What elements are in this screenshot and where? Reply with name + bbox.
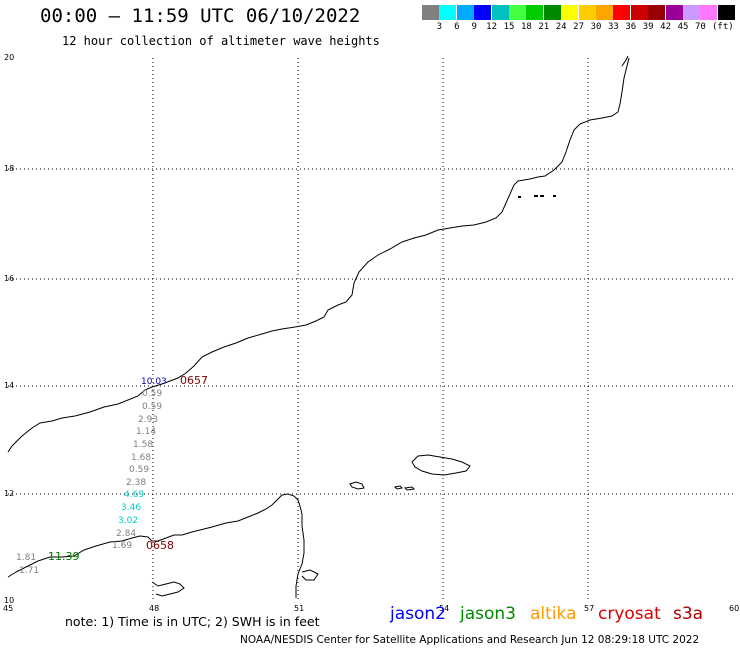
gulf-inlet (301, 569, 319, 581)
colorbar-label: 45 (677, 22, 689, 32)
island-small-a (349, 481, 365, 490)
wave-height-label: 0.59 (142, 402, 162, 412)
colorbar-label: 15 (503, 22, 515, 32)
colorbar-label: 42 (660, 22, 672, 32)
longitude-tick-label: 54 (439, 604, 450, 613)
colorbar-label: 27 (573, 22, 585, 32)
wave-height-label: 0658 (146, 539, 174, 552)
wave-height-label: 3.46 (121, 503, 141, 513)
latitude-tick-label: 20 (4, 53, 15, 62)
colorbar-label: 39 (642, 22, 654, 32)
wave-height-label: 3.02 (118, 516, 138, 526)
wave-height-label: 4.69 (124, 490, 144, 500)
colorbar-label: 9 (471, 22, 477, 32)
colorbar-swatch (717, 5, 735, 20)
colorbar-unit: (ft) (712, 22, 734, 32)
wave-observations: 10.03 0657 0.59 0.59 2.93 1.14 1.58 1.68 0.59 2.3… (16, 374, 208, 576)
colorbar-swatch (474, 5, 492, 20)
colorbar-swatch (578, 5, 596, 20)
colorbar-swatch (613, 5, 631, 20)
wave-height-label: 2.84 (116, 529, 136, 539)
socotra-island (411, 454, 471, 476)
colorbar-label: 33 (607, 22, 619, 32)
colorbar-swatch (596, 5, 613, 20)
wave-height-label: 11.39 (48, 550, 80, 563)
coastline-south (7, 493, 305, 598)
islet (553, 195, 556, 197)
wave-height-label: 2.93 (138, 415, 158, 425)
longitude-tick-label: 51 (294, 604, 305, 613)
satellite-legend-cryosat: cryosat (598, 604, 661, 624)
lat-lon-grid (8, 58, 733, 601)
longitude-tick-label: 60 (729, 604, 740, 613)
wave-height-label: 0657 (180, 374, 208, 387)
wave-height-label: 1.58 (133, 440, 153, 450)
satellite-legend-altika: altika (530, 604, 577, 624)
satellite-legend-jason3: jason3 (460, 604, 516, 624)
kuria-muria-islets (518, 195, 556, 198)
djibouti-coast (151, 581, 185, 597)
wave-height-label: 10.03 (141, 377, 167, 387)
wave-height-label: 0.59 (129, 465, 149, 475)
latitude-tick-label: 12 (4, 489, 15, 498)
colorbar-swatch (561, 5, 579, 20)
latitude-tick-label: 14 (4, 381, 15, 390)
colorbar-swatch (526, 5, 544, 20)
colorbar-label: 12 (486, 22, 498, 32)
wave-height-label: 0.59 (142, 389, 162, 399)
latitude-tick-label: 16 (4, 274, 15, 283)
satellite-legend-s3a: s3a (673, 604, 704, 624)
wave-height-label: 2.38 (126, 478, 146, 488)
longitude-tick-label: 48 (149, 604, 160, 613)
wave-height-label: 1.69 (112, 541, 132, 551)
colorbar-swatch (648, 5, 666, 20)
colorbar-swatch (683, 5, 700, 20)
longitude-tick-label: 45 (3, 604, 14, 613)
colorbar-swatch (700, 5, 718, 20)
colorbar-swatch (665, 5, 683, 20)
wave-height-label: 1.14 (136, 427, 156, 437)
latitude-tick-label: 10 (4, 596, 15, 605)
latitude-tick-label: 18 (4, 164, 15, 173)
coastline-north (7, 57, 630, 453)
colorbar-swatch (491, 5, 509, 20)
wave-height-label: 1.68 (131, 453, 151, 463)
island-small-b (393, 485, 404, 490)
colorbar-swatch (422, 5, 439, 20)
wave-height-label: 1.81 (16, 553, 36, 563)
colorbar-label: 24 (555, 22, 567, 32)
colorbar-label: 30 (590, 22, 602, 32)
colorbar-label: 18 (520, 22, 532, 32)
colorbar-label: 3 (436, 22, 443, 32)
islet (540, 195, 544, 197)
wave-height-label: 1.71 (19, 566, 39, 576)
colorbar-swatch (509, 5, 526, 20)
island-top-edge (621, 55, 629, 67)
islet (534, 195, 538, 197)
footer-credit: NOAA/NESDIS Center for Satellite Applica… (240, 634, 700, 646)
longitude-tick-label: 57 (584, 604, 595, 613)
map-subtitle: 12 hour collection of altimeter wave hei… (62, 34, 380, 48)
satellite-legend-jason2: jason2 (390, 604, 446, 624)
island-small-c (403, 486, 416, 491)
colorbar-swatch (456, 5, 474, 20)
colorbar-label: 36 (625, 22, 637, 32)
map-title: 00:00 – 11:59 UTC 06/10/2022 (40, 5, 361, 27)
footer-note: note: 1) Time is in UTC; 2) SWH is in fe… (65, 614, 320, 629)
coastline (7, 55, 630, 598)
colorbar-swatch (543, 5, 561, 20)
islet (518, 196, 521, 198)
colorbar-swatch (439, 5, 457, 20)
colorbar-swatch (630, 5, 648, 20)
colorbar-label: 70 (694, 22, 706, 32)
colorbar-label: 21 (538, 22, 550, 32)
colorbar-label: 6 (454, 22, 460, 32)
